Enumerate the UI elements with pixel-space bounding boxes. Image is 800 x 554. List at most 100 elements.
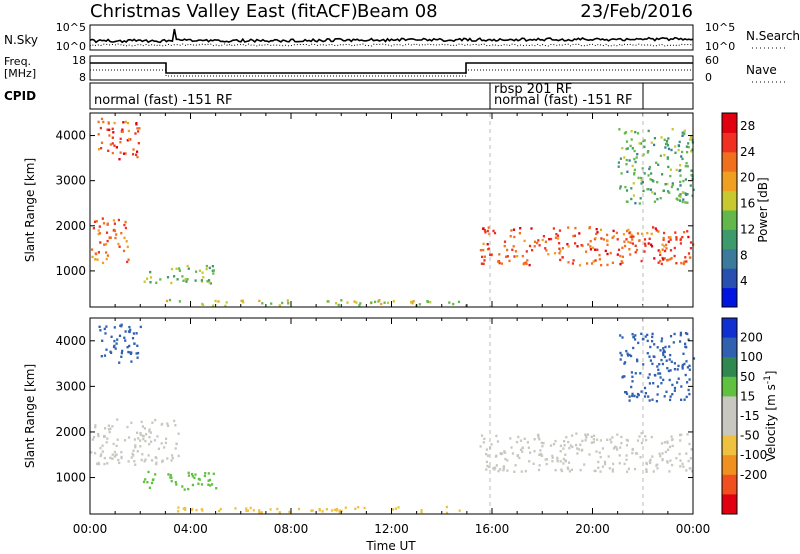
data-cell <box>133 342 136 345</box>
data-cell <box>685 395 688 399</box>
data-cell <box>663 153 666 157</box>
colorbar-frame <box>721 112 738 308</box>
data-cell <box>653 257 656 260</box>
data-cell <box>525 250 528 253</box>
data-cell <box>113 326 116 329</box>
data-cell <box>154 456 157 459</box>
data-cell <box>620 172 623 175</box>
data-cell <box>608 467 611 470</box>
data-cell <box>545 462 548 466</box>
data-cell <box>494 466 497 469</box>
data-cell <box>101 450 104 453</box>
data-cell <box>495 464 498 467</box>
data-cell <box>673 246 676 250</box>
data-cell <box>679 199 682 202</box>
data-cell <box>682 352 685 355</box>
data-cell <box>638 142 641 145</box>
data-cell <box>146 481 149 484</box>
data-cell <box>673 362 676 365</box>
data-cell <box>667 190 670 193</box>
cpid-mode-1: normal (fast) -151 RF <box>94 93 233 108</box>
data-cell <box>212 472 215 475</box>
data-cell <box>559 460 562 463</box>
colorbar-segment <box>722 268 737 289</box>
data-cell <box>637 393 640 397</box>
data-cell <box>626 229 629 233</box>
data-cell <box>97 120 100 124</box>
data-cell <box>679 174 682 177</box>
data-cell <box>119 151 122 154</box>
data-cell <box>578 232 581 235</box>
data-cell <box>183 488 186 491</box>
data-cell <box>337 303 340 307</box>
data-cell <box>166 422 169 425</box>
data-cell <box>649 458 652 461</box>
data-cell <box>643 172 646 175</box>
data-cell <box>567 467 570 471</box>
data-cell <box>566 243 569 246</box>
data-cell <box>495 434 498 438</box>
colorbar-tick-label: 4 <box>740 274 748 288</box>
data-cell <box>622 233 625 236</box>
data-cell <box>120 355 123 358</box>
data-cell <box>132 153 135 156</box>
data-cell <box>157 447 160 450</box>
data-cell <box>660 337 664 340</box>
data-cell <box>202 303 205 306</box>
data-cell <box>260 511 263 514</box>
data-cell <box>132 148 135 151</box>
data-cell <box>567 226 570 229</box>
data-cell <box>669 238 672 241</box>
data-cell <box>676 381 679 384</box>
data-cell <box>655 161 658 164</box>
data-cell <box>687 252 691 255</box>
data-cell <box>630 187 633 190</box>
data-cell <box>526 441 529 444</box>
data-cell <box>677 148 680 152</box>
data-cell <box>99 241 102 244</box>
data-cell <box>94 252 97 255</box>
data-cell <box>640 182 643 185</box>
data-cell <box>664 243 668 247</box>
data-cell <box>330 509 334 512</box>
data-cell <box>91 248 94 251</box>
data-cell <box>120 351 123 355</box>
colorbar-tick-label: -50 <box>740 429 760 443</box>
data-cell <box>662 189 665 192</box>
data-cell <box>625 200 628 203</box>
data-cell <box>656 463 659 466</box>
data-cell <box>168 298 172 302</box>
colorbar-segment <box>722 435 737 456</box>
data-cell <box>669 353 672 357</box>
colorbar-segment <box>722 229 737 250</box>
data-cell <box>140 458 143 462</box>
data-cell <box>109 427 112 430</box>
data-cell <box>667 236 670 239</box>
data-cell <box>518 232 521 235</box>
data-cell <box>142 437 145 441</box>
data-cell <box>483 437 486 441</box>
data-cell <box>689 184 692 187</box>
data-cell <box>626 354 630 357</box>
data-cell <box>187 471 190 474</box>
data-cell <box>370 301 373 304</box>
time-tick-label: 20:00 <box>575 522 610 536</box>
data-cell <box>219 507 222 511</box>
data-cell <box>107 122 110 125</box>
data-cell <box>667 369 670 373</box>
data-cell <box>489 253 492 256</box>
data-cell <box>603 460 606 464</box>
data-cell <box>200 279 203 282</box>
colorbar-tick-label: 200 <box>740 331 763 345</box>
data-cell <box>420 510 423 514</box>
data-cell <box>595 450 598 453</box>
data-cell <box>176 278 179 281</box>
data-cell <box>561 247 564 250</box>
data-cell <box>682 262 685 266</box>
data-cell <box>633 149 636 153</box>
data-cell <box>677 377 680 380</box>
data-cell <box>136 356 139 359</box>
data-cell <box>554 236 557 239</box>
data-cell <box>108 236 111 239</box>
data-cell <box>141 434 145 438</box>
